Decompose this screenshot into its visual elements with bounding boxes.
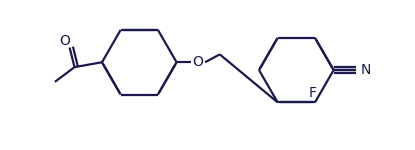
Text: O: O bbox=[193, 55, 204, 69]
Text: F: F bbox=[309, 86, 317, 100]
Text: O: O bbox=[59, 34, 70, 48]
Text: N: N bbox=[361, 63, 371, 77]
